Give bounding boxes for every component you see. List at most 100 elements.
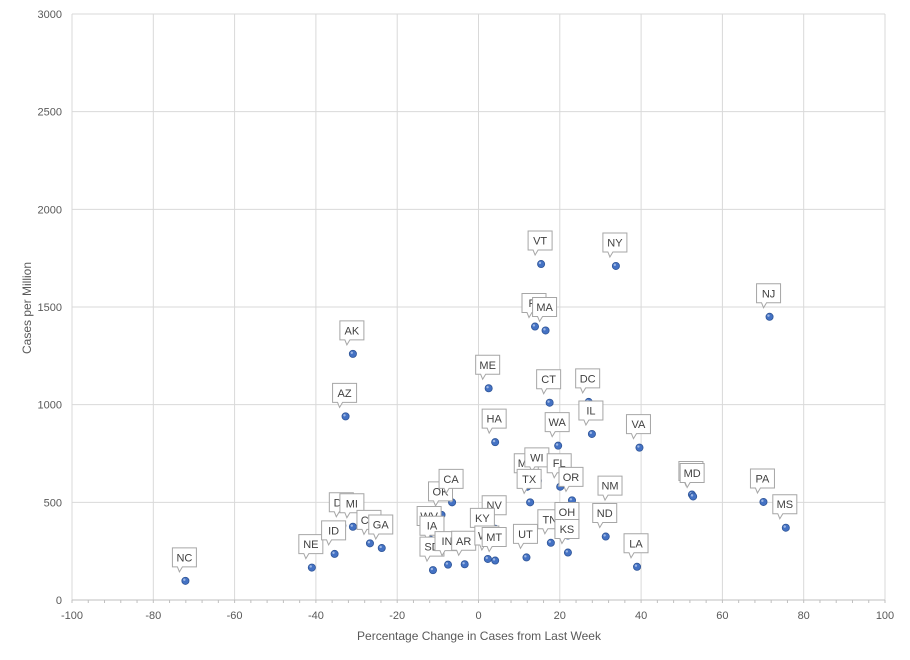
data-label-box (558, 466, 584, 493)
data-point-highlight (445, 562, 449, 565)
data-point (554, 441, 563, 450)
x-tick-label: -80 (145, 610, 161, 622)
data-label: AK (345, 325, 360, 337)
y-tick-label: 1500 (38, 302, 62, 314)
data-point (611, 261, 620, 270)
x-tick-label: -20 (389, 610, 405, 622)
data-label: VT (533, 236, 547, 248)
y-tick-label: 3000 (38, 9, 62, 21)
data-label-box (625, 414, 651, 440)
data-point-highlight (548, 540, 551, 543)
data-point (765, 312, 774, 321)
y-tick-label: 2000 (38, 204, 62, 216)
data-point-highlight (690, 494, 694, 497)
data-label: MT (486, 532, 502, 544)
y-tick-label: 500 (44, 497, 62, 509)
data-label-box (756, 283, 782, 309)
data-point (377, 544, 386, 553)
gridlines (71, 13, 886, 603)
data-point-highlight (761, 499, 764, 503)
data-label: WA (549, 417, 567, 429)
data-point-highlight (350, 351, 353, 354)
data-point-highlight (613, 263, 616, 267)
data-point (365, 539, 374, 548)
data-point-highlight (538, 261, 542, 265)
data-label: TN (543, 514, 558, 526)
x-tick-label: -100 (61, 610, 83, 622)
data-label-box (554, 519, 580, 545)
data-label: VA (632, 419, 647, 431)
data-point (531, 322, 540, 331)
data-label-box (578, 400, 604, 427)
data-label-box (321, 520, 347, 547)
data-label-box (772, 494, 798, 520)
y-tick-label: 2500 (38, 107, 62, 119)
data-label: AZ (338, 388, 352, 400)
data-label: MA (536, 302, 553, 314)
data-label-box (481, 408, 507, 435)
data-label: ME (479, 360, 496, 372)
data-point (428, 566, 437, 575)
data-point-highlight (332, 551, 335, 555)
data-point-highlight (379, 545, 382, 549)
data-point (587, 429, 596, 438)
data-label: ND (597, 508, 613, 520)
data-label-box (532, 296, 558, 323)
data-point (348, 349, 357, 358)
data-point (491, 438, 500, 447)
data-point-highlight (462, 561, 465, 565)
data-label: PA (756, 473, 771, 485)
x-tick-label: -60 (227, 610, 243, 622)
data-point (537, 260, 546, 269)
x-tick-label: 40 (635, 610, 647, 622)
data-point (601, 532, 610, 541)
data-label-box (597, 475, 623, 502)
data-point-highlight (524, 555, 527, 558)
data-point (781, 523, 790, 532)
data-label: IL (586, 405, 595, 417)
data-point (635, 443, 644, 452)
data-point-highlight (343, 414, 346, 417)
data-point-highlight (527, 500, 531, 503)
data-point-highlight (532, 324, 536, 327)
y-axis-ticks: 0 500 1000 1500 2000 2500 3000 (38, 9, 62, 607)
data-point (341, 412, 350, 421)
x-axis-ticks: -100 -80 -60 -40 -20 0 20 40 60 80 100 (61, 610, 894, 622)
data-point-highlight (367, 541, 371, 544)
data-label-box (679, 462, 705, 489)
x-tick-label: 60 (716, 610, 728, 622)
data-label: AR (456, 536, 471, 548)
data-point (541, 326, 550, 335)
data-label: WI (530, 452, 543, 464)
data-point (546, 538, 555, 547)
data-point-highlight (603, 534, 606, 537)
data-label: DC (580, 373, 596, 385)
data-point-highlight (555, 443, 559, 446)
data-label: IN (442, 536, 453, 548)
data-point-highlight (767, 314, 770, 317)
data-point-highlight (637, 445, 640, 448)
data-label: CA (443, 474, 459, 486)
data-point (460, 560, 469, 569)
data-label: OH (559, 507, 576, 519)
data-point-highlight (547, 400, 550, 403)
data-labels: NCNEIDDEMIAKAZCOGAWVIASDINOKCAARMEHANVKY… (171, 230, 798, 573)
data-point (348, 522, 357, 531)
data-label: GA (373, 520, 390, 532)
data-label: NY (607, 237, 623, 249)
y-tick-label: 1000 (38, 400, 62, 412)
data-label: UT (518, 529, 533, 541)
data-point (633, 562, 642, 571)
data-point (563, 548, 572, 557)
data-point-highlight (565, 550, 569, 553)
data-point-highlight (492, 439, 496, 443)
data-label: MI (346, 498, 358, 510)
data-label: KY (475, 513, 490, 525)
x-tick-label: -40 (308, 610, 324, 622)
data-point (483, 554, 492, 563)
x-tick-label: 100 (876, 610, 894, 622)
data-point-highlight (183, 578, 186, 581)
data-label-box (339, 320, 365, 347)
data-point-highlight (492, 558, 496, 561)
